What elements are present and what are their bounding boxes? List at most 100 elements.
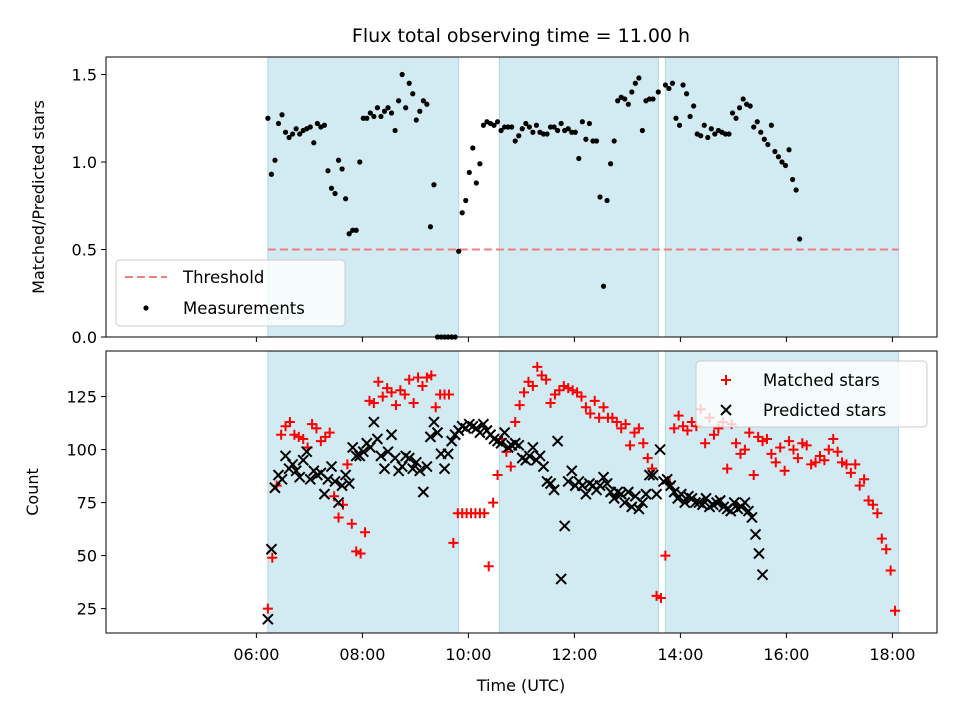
data-point xyxy=(749,528,762,541)
data-point xyxy=(399,71,405,78)
data-point xyxy=(876,533,887,544)
data-point xyxy=(286,458,299,471)
legend-box xyxy=(695,360,928,428)
data-point xyxy=(332,496,345,509)
data-point xyxy=(364,441,377,454)
data-point xyxy=(532,361,543,372)
data-point xyxy=(514,400,525,411)
data-point xyxy=(381,108,388,114)
data-point xyxy=(335,157,342,163)
data-point xyxy=(633,423,644,434)
y-tick-label: 1.5 xyxy=(72,66,97,85)
data-point xyxy=(731,438,742,449)
data-point xyxy=(739,496,751,509)
data-point xyxy=(733,115,739,121)
data-point xyxy=(784,436,795,447)
data-point xyxy=(551,124,557,130)
data-point xyxy=(832,446,843,457)
data-point xyxy=(364,395,375,406)
data-point xyxy=(714,494,726,507)
x-tick-label: 14:00 xyxy=(657,645,703,664)
data-point xyxy=(650,488,663,500)
data-point xyxy=(751,124,757,130)
data-point xyxy=(638,438,649,449)
data-point xyxy=(797,236,803,242)
series-matched-stars xyxy=(262,361,901,616)
data-point xyxy=(611,417,622,428)
data-point xyxy=(477,418,490,430)
data-point xyxy=(669,423,680,434)
data-point xyxy=(373,376,384,387)
data-point xyxy=(286,134,292,141)
data-point xyxy=(766,448,777,459)
data-point xyxy=(793,187,799,193)
data-point xyxy=(279,450,292,462)
data-point xyxy=(640,488,652,500)
x-tick-label: 10:00 xyxy=(445,645,491,664)
data-point xyxy=(775,442,786,453)
data-point xyxy=(519,126,525,132)
data-point xyxy=(311,423,322,434)
data-point xyxy=(744,427,755,438)
data-point xyxy=(567,385,578,396)
legend-matched-swatch xyxy=(721,375,731,385)
y-tick-label: 0.0 xyxy=(72,328,97,347)
data-point xyxy=(629,89,635,95)
data-point xyxy=(682,425,693,436)
data-point xyxy=(647,469,659,481)
data-point xyxy=(375,450,387,462)
data-point xyxy=(377,391,388,402)
data-point xyxy=(488,497,499,508)
data-point xyxy=(639,127,646,134)
data-point xyxy=(580,402,591,413)
data-point xyxy=(424,101,430,107)
data-point xyxy=(403,452,415,464)
data-point xyxy=(431,426,444,439)
data-point xyxy=(643,469,656,481)
data-point xyxy=(850,459,861,470)
data-point xyxy=(479,508,490,519)
data-point xyxy=(594,412,605,423)
data-point xyxy=(594,479,606,492)
count-legend: Matched stars Predicted stars xyxy=(695,360,928,428)
data-point xyxy=(523,120,529,127)
data-point xyxy=(611,138,617,144)
data-point xyxy=(322,473,334,485)
data-point xyxy=(388,110,395,116)
y-tick-label: 25 xyxy=(77,600,97,619)
data-point xyxy=(378,462,391,475)
data-point xyxy=(708,429,719,440)
data-point xyxy=(589,395,600,406)
data-point xyxy=(636,75,642,81)
data-point xyxy=(336,479,348,492)
data-point xyxy=(576,155,582,162)
data-point xyxy=(558,120,564,127)
data-point xyxy=(541,374,552,385)
data-point xyxy=(290,131,296,137)
data-point xyxy=(789,176,796,183)
data-point xyxy=(729,110,736,116)
data-point xyxy=(427,224,434,230)
data-point xyxy=(881,544,892,555)
data-point xyxy=(279,112,285,118)
data-point xyxy=(311,140,317,146)
data-point xyxy=(726,131,732,137)
data-point xyxy=(293,126,299,132)
data-point xyxy=(583,136,589,142)
data-point xyxy=(757,436,768,447)
data-point xyxy=(371,113,377,120)
data-point xyxy=(551,435,564,447)
data-point xyxy=(859,474,870,485)
data-point xyxy=(491,122,497,128)
data-point xyxy=(662,82,668,88)
data-point xyxy=(788,444,799,455)
data-point xyxy=(689,496,702,509)
data-point xyxy=(545,397,556,408)
y-tick-label: 75 xyxy=(77,494,97,513)
data-point xyxy=(505,461,516,472)
data-point xyxy=(558,380,569,391)
data-point xyxy=(371,433,384,445)
legend-predicted-swatch xyxy=(720,404,732,416)
data-point xyxy=(282,129,289,135)
